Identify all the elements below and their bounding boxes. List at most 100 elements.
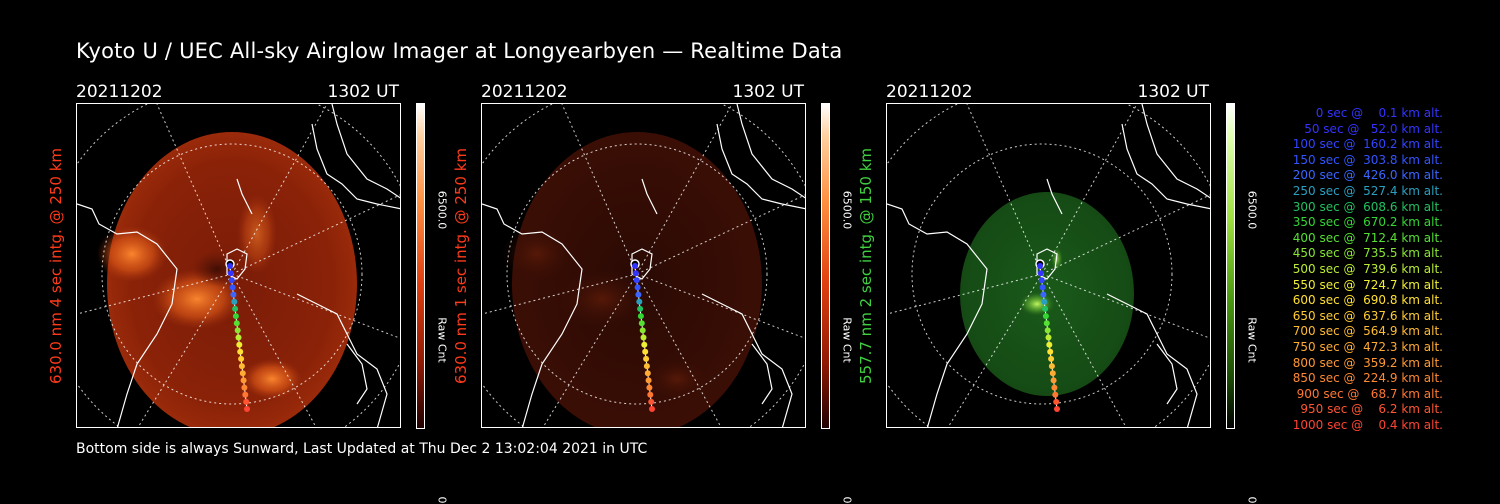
track-dot <box>634 284 641 291</box>
legend-row: 0 sec @ 0.1 km alt. <box>1315 106 1443 120</box>
colorbar <box>821 103 830 429</box>
track-dot <box>240 377 247 384</box>
track-dot <box>1043 320 1050 327</box>
track-dot <box>637 305 644 312</box>
satellite-track <box>1035 259 1060 412</box>
legend-row: 400 sec @ 712.4 km alt. <box>1292 230 1443 245</box>
altitude-legend: 0 sec @ 0.1 km alt. 50 sec @ 52.0 km alt… <box>1265 106 1495 433</box>
track-dot <box>646 384 653 391</box>
track-dot <box>235 334 242 341</box>
track-dot <box>1054 406 1060 412</box>
allsky-image <box>481 103 806 428</box>
track-dot <box>1045 334 1052 341</box>
panel-time: 1302 UT <box>327 82 400 102</box>
track-dot <box>643 355 650 362</box>
track-dot <box>639 327 646 334</box>
track-dot <box>632 270 639 277</box>
legend-row: 700 sec @ 564.9 km alt. <box>1292 324 1443 339</box>
track-dot <box>236 341 243 348</box>
track-dot <box>241 384 248 391</box>
track-dot <box>638 320 645 327</box>
legend-row: 850 sec @ 224.9 km alt. <box>1292 371 1443 386</box>
track-dot <box>1051 384 1058 391</box>
track-dot <box>1039 284 1046 291</box>
track-dot <box>1044 327 1051 334</box>
track-dot <box>233 320 240 327</box>
track-dot <box>1042 313 1049 320</box>
panel-time: 1302 UT <box>732 82 805 102</box>
track-dot <box>229 284 236 291</box>
track-dot <box>1046 341 1053 348</box>
legend-row: 950 sec @ 6.2 km alt. <box>1300 402 1443 417</box>
colorbar-min: 0 <box>1245 496 1259 504</box>
panel-date: 20211202 <box>481 82 568 102</box>
track-dot <box>1052 391 1059 398</box>
colorbar-label: Raw Cnt <box>840 317 854 363</box>
track-dot <box>647 391 654 398</box>
track-dot <box>234 327 241 334</box>
legend-row: 200 sec @ 426.0 km alt. <box>1292 168 1443 183</box>
panel-time: 1302 UT <box>1137 82 1210 102</box>
legend-row: 800 sec @ 359.2 km alt. <box>1292 355 1443 370</box>
track-dot <box>230 291 237 298</box>
track-dot <box>238 363 245 370</box>
track-dot <box>237 348 244 355</box>
legend-row: 300 sec @ 608.6 km alt. <box>1292 199 1443 214</box>
track-dot <box>642 348 649 355</box>
allsky-image <box>886 103 1211 428</box>
track-dot <box>243 398 250 405</box>
track-dot <box>1041 298 1048 305</box>
colorbar-min: 0 <box>840 496 854 504</box>
track-dot <box>238 355 245 362</box>
track-dot <box>645 377 652 384</box>
track-dot <box>1047 348 1054 355</box>
legend-row: 450 sec @ 735.5 km alt. <box>1292 246 1443 261</box>
track-dot <box>635 291 642 298</box>
imager-panel-3: 20211202 1302 UT 557.7 nm 2 sec intg. @ … <box>857 80 1286 504</box>
colorbar-label: Raw Cnt <box>1245 317 1259 363</box>
track-dot <box>1037 270 1044 277</box>
track-dot <box>228 277 235 284</box>
track-dot <box>242 391 249 398</box>
colorbar-min: 0 <box>435 496 449 504</box>
legend-row: 150 sec @ 303.8 km alt. <box>1292 152 1443 167</box>
colorbar-max: 6500.0 <box>1245 190 1259 230</box>
track-dot <box>641 341 648 348</box>
track-dot <box>1053 398 1060 405</box>
track-dot <box>633 277 640 284</box>
track-dot <box>637 313 644 320</box>
track-dot <box>227 270 234 277</box>
allsky-image <box>76 103 401 428</box>
imager-panel-2: 20211202 1302 UT 630.0 nm 1 sec intg. @ … <box>452 80 881 504</box>
track-dot <box>644 370 651 377</box>
panel-ylabel: 630.0 nm 4 sec intg. @ 250 km <box>47 147 65 385</box>
legend-row: 50 sec @ 52.0 km alt. <box>1304 121 1443 136</box>
footer-status: Bottom side is always Sunward, Last Upda… <box>76 441 648 457</box>
panel-date: 20211202 <box>886 82 973 102</box>
track-dot <box>1038 277 1045 284</box>
legend-row: 500 sec @ 739.6 km alt. <box>1292 261 1443 276</box>
legend-row: 600 sec @ 690.8 km alt. <box>1292 293 1443 308</box>
track-dot <box>1040 291 1047 298</box>
track-dot <box>648 398 655 405</box>
track-dot <box>649 406 655 412</box>
legend-row: 550 sec @ 724.7 km alt. <box>1292 277 1443 292</box>
track-dot <box>636 298 643 305</box>
track-dot <box>1050 377 1057 384</box>
legend-row: 250 sec @ 527.4 km alt. <box>1292 183 1443 198</box>
satellite-track <box>630 259 655 412</box>
track-dot <box>239 370 246 377</box>
track-dot <box>232 313 239 320</box>
colorbar-max: 6500.0 <box>435 190 449 230</box>
panel-date: 20211202 <box>76 82 163 102</box>
track-dot <box>1048 363 1055 370</box>
colorbar <box>1226 103 1235 429</box>
track-dot <box>1037 263 1043 269</box>
legend-row: 650 sec @ 637.6 km alt. <box>1292 308 1443 323</box>
satellite-track <box>225 259 250 412</box>
panel-ylabel: 630.0 nm 1 sec intg. @ 250 km <box>452 147 470 385</box>
legend-row: 750 sec @ 472.3 km alt. <box>1292 339 1443 354</box>
colorbar <box>416 103 425 429</box>
legend-row: 350 sec @ 670.2 km alt. <box>1292 215 1443 230</box>
track-dot <box>1048 355 1055 362</box>
